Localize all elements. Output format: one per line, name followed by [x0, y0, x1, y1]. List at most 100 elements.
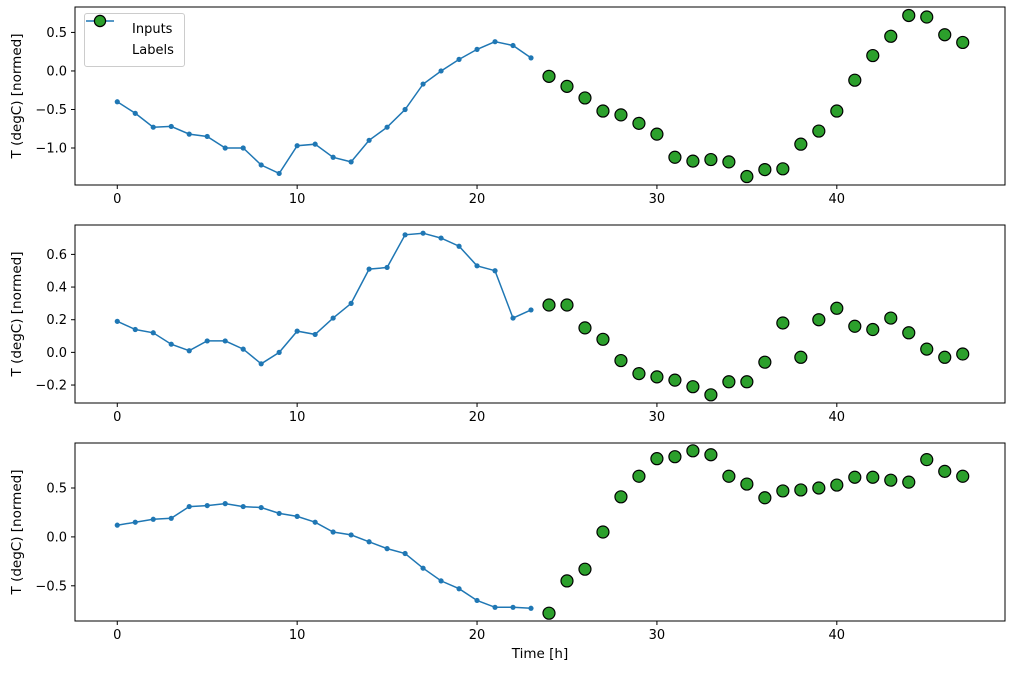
labels-marker [884, 311, 898, 325]
labels-marker [758, 162, 772, 177]
inputs-marker [168, 341, 174, 347]
inputs-marker [438, 68, 444, 74]
labels-marker [614, 108, 628, 122]
axes-spines [74, 442, 1006, 622]
y-tick-label: −0.5 [35, 103, 67, 118]
labels-marker [830, 478, 844, 492]
inputs-marker [186, 131, 192, 137]
x-tick-label: 40 [829, 628, 846, 643]
subplot-2: 0 10 20 30 40 0.6 0.4 0.2 0.0 −0.2 [35, 224, 1006, 425]
y-axis-label-subplot-2: T (degC) [normed] [9, 251, 25, 377]
inputs-marker [294, 513, 300, 519]
labels-marker [542, 606, 556, 620]
labels-marker [704, 388, 718, 402]
labels-marker [848, 319, 862, 333]
inputs-marker [510, 604, 516, 610]
inputs-marker [222, 145, 228, 151]
labels-marker [812, 124, 826, 138]
labels-marker [632, 116, 646, 130]
inputs-marker [366, 137, 372, 143]
labels-marker [560, 79, 574, 93]
inputs-marker [132, 110, 138, 116]
labels-marker [866, 470, 880, 484]
labels-marker [902, 8, 916, 23]
inputs-marker [510, 315, 516, 321]
labels-marker [614, 353, 628, 368]
axes-spines [74, 224, 1006, 404]
inputs-marker [420, 230, 426, 236]
legend-label-inputs: Inputs [132, 22, 173, 37]
inputs-marker [492, 268, 498, 274]
labels-marker [866, 322, 880, 337]
labels-marker [884, 473, 898, 487]
labels-marker [776, 316, 790, 330]
inputs-marker [456, 243, 462, 249]
inputs-marker [312, 141, 318, 147]
x-tick-label: 40 [829, 410, 846, 425]
x-tick-label: 20 [469, 628, 486, 643]
inputs-marker [150, 330, 156, 336]
plot-background [75, 225, 1005, 403]
labels-marker [650, 127, 664, 141]
inputs-line [117, 502, 532, 610]
labels-marker [902, 326, 916, 340]
labels-marker [632, 367, 646, 381]
inputs-marker [420, 81, 426, 87]
labels-marker [596, 104, 610, 118]
labels-marker [668, 373, 682, 387]
inputs-marker [456, 586, 462, 592]
labels-marker [902, 475, 916, 489]
labels-marker [956, 347, 970, 361]
inputs-marker [186, 503, 192, 510]
y-tick-label: −0.2 [35, 379, 67, 394]
y-tick-label: 0.0 [46, 346, 67, 361]
labels-marker [794, 483, 808, 497]
inputs-marker [276, 170, 282, 177]
labels-marker [740, 169, 754, 184]
labels-marker [938, 464, 952, 478]
inputs-marker [384, 124, 390, 130]
labels-marker [740, 477, 754, 491]
labels-marker [650, 370, 664, 384]
labels-marker [830, 301, 844, 315]
y-tick-label: 0.6 [46, 248, 67, 263]
inputs-marker [366, 266, 372, 272]
labels-marker [794, 350, 808, 364]
labels-marker [596, 525, 610, 539]
inputs-marker [240, 503, 246, 510]
inputs-marker [294, 143, 300, 149]
x-tick-label: 20 [469, 192, 486, 207]
inputs-marker [528, 605, 534, 611]
inputs-marker [240, 346, 246, 352]
inputs-marker [456, 56, 462, 62]
inputs-marker [384, 264, 390, 271]
legend: Inputs Labels [84, 13, 185, 67]
inputs-marker [474, 46, 480, 52]
x-axis-label: Time [h] [511, 646, 569, 662]
inputs-marker [186, 348, 192, 354]
labels-marker [956, 469, 970, 483]
inputs-marker [132, 326, 138, 333]
inputs-marker [258, 504, 264, 511]
inputs-marker [402, 550, 408, 557]
inputs-marker [492, 39, 498, 45]
inputs-marker [348, 300, 354, 306]
labels-marker [578, 321, 592, 335]
inputs-marker [258, 162, 264, 168]
y-tick-label: 0.0 [46, 530, 67, 545]
labels-marker [596, 332, 610, 346]
inputs-marker [384, 546, 390, 552]
plot-background [75, 7, 1005, 185]
labels-marker [758, 491, 772, 505]
inputs-marker [222, 501, 228, 507]
inputs-marker [222, 338, 228, 344]
inputs-marker [438, 578, 444, 584]
inputs-marker [348, 532, 354, 538]
inputs-marker [168, 515, 174, 521]
inputs-marker [492, 604, 498, 610]
labels-marker [722, 469, 736, 483]
inputs-marker [312, 331, 318, 338]
labels-marker [812, 481, 826, 495]
labels-marker [704, 152, 718, 167]
inputs-marker [366, 539, 372, 545]
